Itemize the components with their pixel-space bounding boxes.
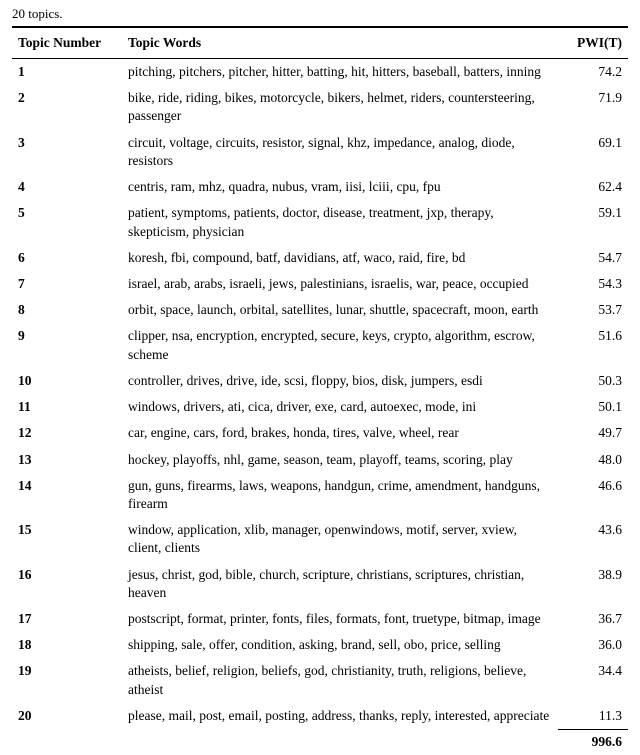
cell-pwi: 62.4 [558,174,628,200]
cell-topic-words: pitching, pitchers, pitcher, hitter, bat… [122,59,558,86]
cell-topic-words: patient, symptoms, patients, doctor, dis… [122,200,558,244]
table-row: 6koresh, fbi, compound, batf, davidians,… [12,245,628,271]
cell-topic-number: 8 [12,297,122,323]
cell-topic-number: 4 [12,174,122,200]
table-row: 16jesus, christ, god, bible, church, scr… [12,562,628,606]
cell-topic-number: 7 [12,271,122,297]
cell-topic-number: 12 [12,420,122,446]
cell-topic-number: 2 [12,85,122,129]
cell-pwi: 51.6 [558,323,628,367]
cell-topic-words: centris, ram, mhz, quadra, nubus, vram, … [122,174,558,200]
col-header-number: Topic Number [12,27,122,59]
cell-topic-number: 10 [12,368,122,394]
cell-topic-words: controller, drives, drive, ide, scsi, fl… [122,368,558,394]
total-cell-empty [122,730,558,755]
cell-topic-words: windows, drivers, ati, cica, driver, exe… [122,394,558,420]
cell-topic-words: postscript, format, printer, fonts, file… [122,606,558,632]
table-row: 4centris, ram, mhz, quadra, nubus, vram,… [12,174,628,200]
table-row: 2bike, ride, riding, bikes, motorcycle, … [12,85,628,129]
cell-topic-number: 11 [12,394,122,420]
table-row: 15window, application, xlib, manager, op… [12,517,628,561]
table-row: 12car, engine, cars, ford, brakes, honda… [12,420,628,446]
cell-topic-number: 15 [12,517,122,561]
cell-topic-words: israel, arab, arabs, israeli, jews, pale… [122,271,558,297]
cell-pwi: 34.4 [558,658,628,702]
cell-topic-words: please, mail, post, email, posting, addr… [122,703,558,730]
cell-topic-words: koresh, fbi, compound, batf, davidians, … [122,245,558,271]
table-caption: 20 topics. [0,0,640,26]
cell-topic-words: shipping, sale, offer, condition, asking… [122,632,558,658]
cell-pwi: 74.2 [558,59,628,86]
total-cell-empty [12,730,122,755]
cell-topic-number: 19 [12,658,122,702]
cell-pwi: 49.7 [558,420,628,446]
cell-pwi: 48.0 [558,447,628,473]
cell-pwi: 54.7 [558,245,628,271]
cell-pwi: 38.9 [558,562,628,606]
cell-topic-words: orbit, space, launch, orbital, satellite… [122,297,558,323]
total-value: 996.6 [558,730,628,755]
cell-pwi: 43.6 [558,517,628,561]
cell-topic-number: 14 [12,473,122,517]
cell-topic-words: gun, guns, firearms, laws, weapons, hand… [122,473,558,517]
col-header-words: Topic Words [122,27,558,59]
cell-pwi: 46.6 [558,473,628,517]
cell-topic-words: jesus, christ, god, bible, church, scrip… [122,562,558,606]
cell-topic-words: car, engine, cars, ford, brakes, honda, … [122,420,558,446]
cell-topic-number: 17 [12,606,122,632]
cell-topic-words: hockey, playoffs, nhl, game, season, tea… [122,447,558,473]
cell-topic-number: 9 [12,323,122,367]
table-row: 14gun, guns, firearms, laws, weapons, ha… [12,473,628,517]
topics-table: Topic Number Topic Words PWI(T) 1pitchin… [12,26,628,755]
cell-topic-number: 1 [12,59,122,86]
table-row: 17postscript, format, printer, fonts, fi… [12,606,628,632]
cell-topic-number: 20 [12,703,122,730]
cell-pwi: 50.1 [558,394,628,420]
header-row: Topic Number Topic Words PWI(T) [12,27,628,59]
cell-pwi: 54.3 [558,271,628,297]
cell-pwi: 50.3 [558,368,628,394]
cell-pwi: 71.9 [558,85,628,129]
table-row: 19atheists, belief, religion, beliefs, g… [12,658,628,702]
cell-topic-number: 13 [12,447,122,473]
total-row: 996.6 [12,730,628,755]
cell-topic-words: circuit, voltage, circuits, resistor, si… [122,130,558,174]
cell-pwi: 11.3 [558,703,628,730]
table-row: 3circuit, voltage, circuits, resistor, s… [12,130,628,174]
cell-topic-number: 6 [12,245,122,271]
table-row: 20please, mail, post, email, posting, ad… [12,703,628,730]
cell-topic-number: 5 [12,200,122,244]
table-row: 18shipping, sale, offer, condition, aski… [12,632,628,658]
table-row: 5patient, symptoms, patients, doctor, di… [12,200,628,244]
cell-topic-words: clipper, nsa, encryption, encrypted, sec… [122,323,558,367]
cell-topic-number: 18 [12,632,122,658]
table-row: 7israel, arab, arabs, israeli, jews, pal… [12,271,628,297]
cell-topic-words: bike, ride, riding, bikes, motorcycle, b… [122,85,558,129]
col-header-pwi: PWI(T) [558,27,628,59]
table-row: 11windows, drivers, ati, cica, driver, e… [12,394,628,420]
cell-pwi: 36.7 [558,606,628,632]
cell-pwi: 59.1 [558,200,628,244]
cell-topic-number: 16 [12,562,122,606]
table-row: 9clipper, nsa, encryption, encrypted, se… [12,323,628,367]
cell-pwi: 36.0 [558,632,628,658]
cell-topic-words: window, application, xlib, manager, open… [122,517,558,561]
table-row: 13hockey, playoffs, nhl, game, season, t… [12,447,628,473]
cell-pwi: 53.7 [558,297,628,323]
table-row: 1pitching, pitchers, pitcher, hitter, ba… [12,59,628,86]
cell-topic-number: 3 [12,130,122,174]
table-row: 10controller, drives, drive, ide, scsi, … [12,368,628,394]
cell-pwi: 69.1 [558,130,628,174]
cell-topic-words: atheists, belief, religion, beliefs, god… [122,658,558,702]
table-row: 8orbit, space, launch, orbital, satellit… [12,297,628,323]
